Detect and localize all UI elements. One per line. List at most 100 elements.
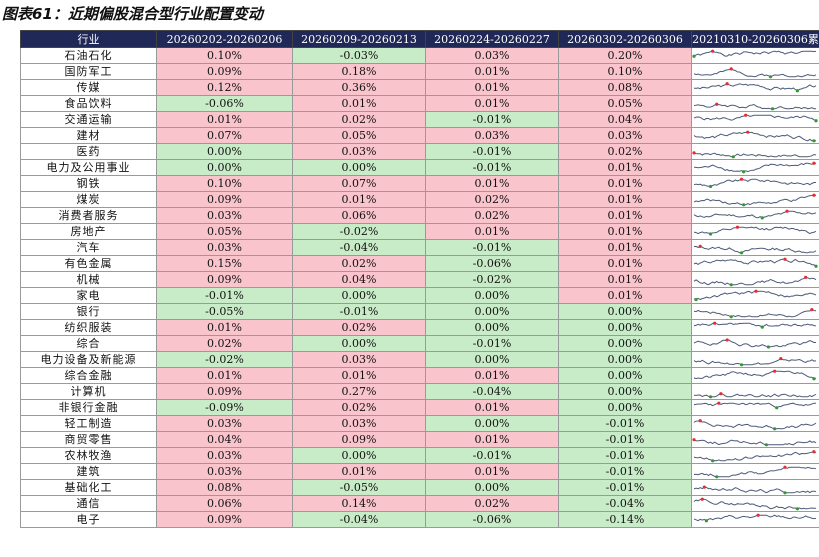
sparkline-low-marker (729, 282, 733, 286)
trend-sparkline (692, 437, 817, 446)
sparkline-low-marker (692, 54, 696, 58)
industry-name-cell: 基础化工 (20, 479, 157, 496)
table-body: 石油石化 0.10% -0.03% 0.03% 0.20% 国防军工 0.09% 0.18% 0… (20, 47, 819, 528)
sparkline-low-marker (814, 264, 818, 268)
change-value-cell: 0.00% (292, 159, 426, 176)
table-row: 综合 0.02% 0.00% -0.01% 0.00% (20, 335, 819, 352)
sparkline-high-marker (698, 418, 702, 422)
change-value-cell: -0.04% (292, 511, 426, 528)
change-value-cell: -0.01% (425, 335, 559, 352)
trend-sparkline (693, 275, 817, 286)
change-value-cell: 0.01% (425, 463, 559, 480)
sparkline-low-marker (760, 215, 764, 219)
industry-name-cell: 汽车 (20, 239, 157, 256)
change-value-cell: 0.02% (292, 111, 426, 128)
trend-sparkline-cell (691, 111, 819, 128)
sparkline-high-marker (785, 209, 789, 213)
change-value-cell: 0.01% (558, 255, 692, 272)
table-row: 通信 0.06% 0.14% 0.02% -0.04% (20, 495, 819, 512)
trend-sparkline (693, 449, 817, 462)
change-value-cell: 0.00% (558, 383, 692, 400)
sparkline-low-marker (729, 314, 733, 318)
change-value-cell: 0.01% (558, 191, 692, 208)
change-value-cell: 0.05% (156, 223, 293, 240)
change-value-cell: 0.00% (156, 159, 293, 176)
sparkline-low-marker (768, 74, 773, 78)
table-row: 电子 0.09% -0.04% -0.06% -0.14% (20, 511, 819, 528)
sparkline-path (693, 486, 817, 493)
sparkline-low-marker (694, 297, 698, 301)
change-value-cell: 0.08% (156, 479, 293, 496)
change-value-cell: 0.02% (156, 335, 293, 352)
change-value-cell: 0.00% (292, 287, 426, 304)
trend-sparkline (693, 130, 816, 142)
sparkline-high-marker (754, 289, 758, 293)
trend-sparkline-cell (691, 351, 819, 368)
industry-name-cell: 纺织服装 (20, 319, 157, 336)
trend-sparkline (693, 257, 818, 268)
sparkline-high-marker (746, 130, 750, 134)
sparkline-low-marker (812, 376, 816, 380)
sparkline-high-marker (810, 307, 814, 311)
industry-name-cell: 商贸零售 (20, 431, 157, 448)
trend-sparkline (693, 307, 817, 318)
industry-name-cell: 医药 (20, 143, 157, 160)
trend-sparkline-cell (691, 63, 819, 80)
industry-name-cell: 轻工制造 (20, 415, 157, 432)
sparkline-low-marker (766, 344, 771, 349)
change-value-cell: 0.20% (558, 47, 692, 64)
change-value-cell: 0.00% (156, 143, 293, 160)
change-value-cell: 0.01% (292, 95, 426, 112)
change-value-cell: 0.09% (156, 63, 293, 80)
trend-sparkline-cell (691, 463, 819, 480)
table-row: 建筑 0.03% 0.01% 0.01% -0.01% (20, 463, 819, 480)
sparkline-low-marker (764, 442, 768, 446)
industry-name-cell: 电力设备及新能源 (20, 351, 157, 368)
industry-name-cell: 石油石化 (20, 47, 157, 64)
sparkline-low-marker (775, 405, 779, 409)
change-value-cell: 0.00% (425, 287, 559, 304)
sparkline-path (693, 162, 817, 172)
change-value-cell: -0.02% (292, 223, 426, 240)
change-value-cell: -0.01% (425, 111, 559, 128)
sparkline-high-marker (725, 337, 729, 342)
change-value-cell: 0.10% (156, 47, 293, 64)
change-value-cell: -0.06% (425, 255, 559, 272)
industry-name-cell: 国防军工 (20, 63, 157, 80)
change-value-cell: 0.00% (425, 351, 559, 368)
trend-sparkline (693, 225, 817, 236)
table-row: 纺织服装 0.01% 0.02% 0.00% 0.00% (20, 319, 819, 336)
trend-sparkline-cell (691, 175, 819, 192)
trend-sparkline (693, 209, 817, 219)
sparkline-path (693, 178, 816, 187)
change-value-cell: 0.00% (558, 399, 692, 416)
trend-sparkline (693, 418, 817, 430)
change-value-cell: 0.00% (558, 351, 692, 368)
change-value-cell: 0.01% (425, 175, 559, 192)
sparkline-path (693, 114, 817, 121)
sparkline-path (693, 226, 817, 235)
industry-name-cell: 银行 (20, 303, 157, 320)
trend-sparkline-cell (691, 511, 819, 528)
trend-sparkline (693, 513, 817, 522)
column-header-trend: 20210310-20260306累 (691, 30, 819, 48)
trend-sparkline-cell (691, 319, 819, 336)
trend-sparkline (693, 244, 817, 254)
change-value-cell: -0.01% (425, 143, 559, 160)
table-row: 石油石化 0.10% -0.03% 0.03% 0.20% (20, 47, 819, 64)
trend-sparkline-cell (691, 383, 819, 400)
change-value-cell: 0.02% (292, 399, 426, 416)
sparkline-path (693, 357, 817, 365)
change-value-cell: 0.03% (292, 143, 426, 160)
change-value-cell: 0.02% (425, 495, 559, 512)
change-value-cell: 0.03% (292, 415, 426, 432)
sparkline-path (693, 498, 816, 509)
sparkline-low-marker (708, 394, 713, 398)
table-row: 电力及公用事业 0.00% 0.00% -0.01% 0.01% (20, 159, 819, 176)
sparkline-path (693, 103, 817, 109)
sparkline-low-marker (708, 231, 713, 236)
change-value-cell: -0.01% (558, 447, 692, 464)
sparkline-path (693, 438, 817, 445)
change-value-cell: 0.00% (558, 303, 692, 320)
sparkline-low-marker (708, 184, 713, 188)
